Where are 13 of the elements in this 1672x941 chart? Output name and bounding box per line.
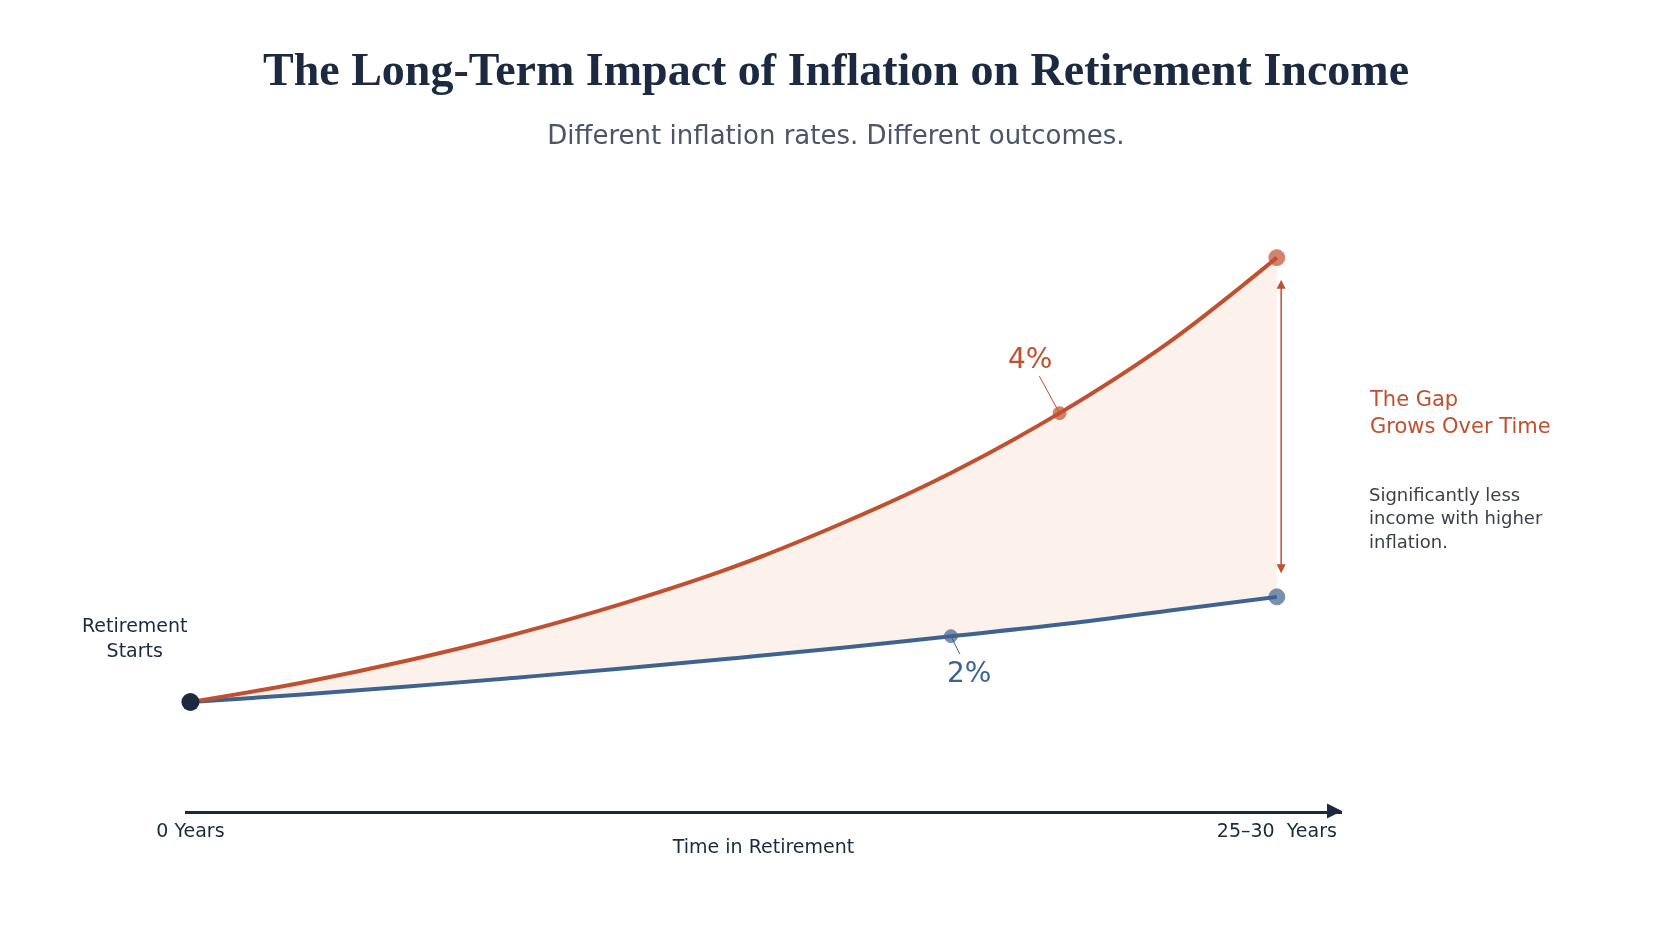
- series-label: 4%: [1008, 342, 1053, 375]
- text: Significantly less income with higher inflation.: [1369, 484, 1543, 552]
- x-tick-label: 25–30 Years: [1216, 818, 1337, 841]
- point: [1052, 406, 1067, 421]
- text: The Gap Grows Over Time: [1369, 387, 1551, 439]
- point: [1268, 588, 1286, 606]
- x-tick-label: 0 Years: [156, 818, 225, 841]
- chart-subtitle: Different inflation rates. Different outcomes.: [547, 120, 1125, 151]
- chart-title: The Long-Term Impact of Inflation on Retirement Income: [262, 43, 1410, 95]
- x-axis-title: Time in Retirement: [671, 834, 855, 857]
- point: [1268, 249, 1286, 267]
- annotation: Retirement Starts: [82, 614, 188, 661]
- legend-label: 2%: [947, 656, 992, 689]
